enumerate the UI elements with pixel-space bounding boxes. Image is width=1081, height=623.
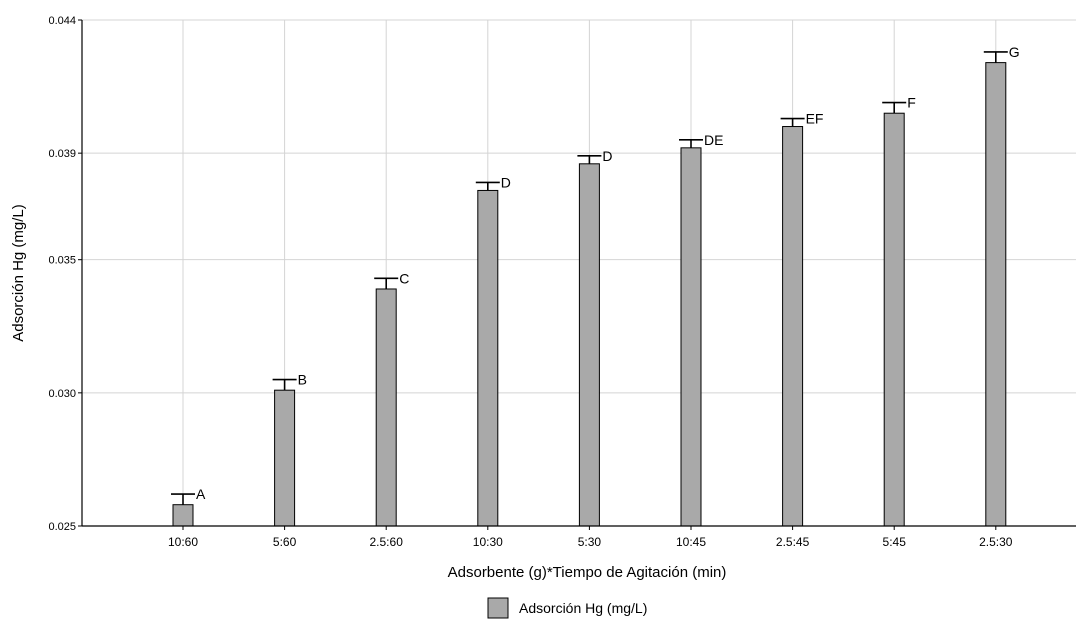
x-tick-label: 2.5:60 <box>370 535 404 549</box>
y-axis-ticks: 0.025 0.030 0.035 0.039 0.044 <box>48 15 82 533</box>
y-tick-label: 0.025 <box>48 521 76 533</box>
bar <box>883 112 905 527</box>
bar <box>680 147 702 527</box>
group-letter: B <box>298 372 307 388</box>
group-letter: A <box>196 486 206 502</box>
error-bars <box>171 51 1008 505</box>
bar <box>782 126 804 527</box>
x-axis-title: Adsorbente (g)*Tiempo de Agitación (min) <box>448 564 727 581</box>
group-letter: G <box>1009 44 1020 60</box>
group-letter: C <box>399 270 409 286</box>
group-letter: D <box>501 174 511 190</box>
bar <box>985 62 1007 527</box>
bar <box>375 288 397 527</box>
x-tick-label: 10:30 <box>473 535 503 549</box>
x-tick-label: 10:45 <box>676 535 706 549</box>
legend-swatch <box>487 597 509 619</box>
bar <box>477 189 499 527</box>
y-tick-label: 0.035 <box>48 255 76 267</box>
legend-label: Adsorción Hg (mg/L) <box>519 600 647 616</box>
y-tick-label: 0.030 <box>48 388 76 400</box>
bar <box>578 163 600 527</box>
group-letter: DE <box>704 132 723 148</box>
y-tick-label: 0.039 <box>48 148 76 160</box>
y-axis-title: Adsorción Hg (mg/L) <box>10 204 27 342</box>
group-letters: A B C D D DE EF F G <box>196 44 1020 502</box>
legend: Adsorción Hg (mg/L) <box>487 597 647 619</box>
x-tick-label: 2.5:30 <box>979 535 1013 549</box>
group-letter: EF <box>806 111 824 127</box>
x-tick-label: 2.5:45 <box>776 535 810 549</box>
group-letter: D <box>602 148 612 164</box>
bar <box>172 504 194 527</box>
x-tick-label: 5:30 <box>578 535 602 549</box>
y-tick-label: 0.044 <box>48 15 76 27</box>
x-tick-label: 5:45 <box>883 535 907 549</box>
group-letter: F <box>907 95 916 111</box>
x-axis-ticks: 10:60 5:60 2.5:60 10:30 5:30 10:45 2.5:45 5:45 2… <box>168 526 1013 549</box>
bar <box>274 389 296 527</box>
x-tick-label: 5:60 <box>273 535 297 549</box>
x-tick-label: 10:60 <box>168 535 198 549</box>
